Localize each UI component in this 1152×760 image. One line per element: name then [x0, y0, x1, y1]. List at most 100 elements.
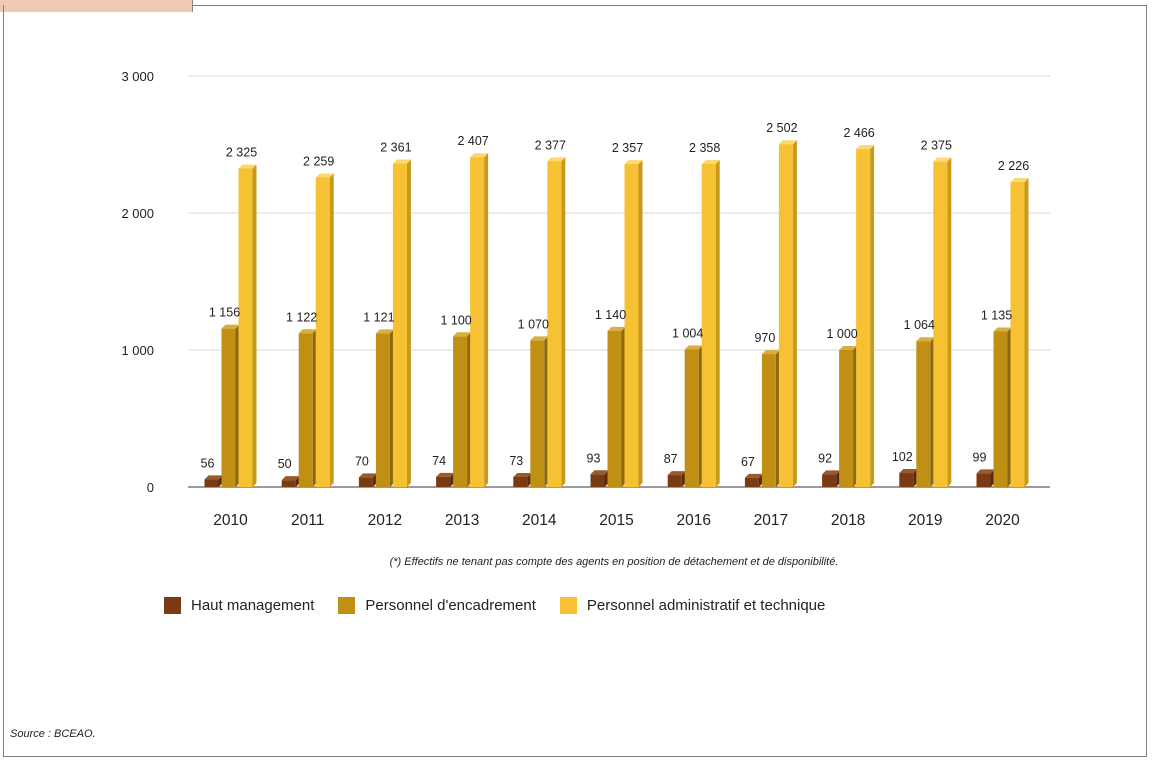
legend-item-personnel-encadrement: Personnel d'encadrement	[338, 597, 536, 614]
x-tick-label: 2016	[676, 512, 710, 529]
frame-top-border	[192, 5, 1147, 6]
data-label: 2 407	[457, 134, 488, 148]
data-label: 1 000	[826, 327, 857, 341]
bar-top	[436, 472, 455, 477]
bar-top	[976, 469, 995, 474]
bar-side	[484, 153, 489, 487]
data-label: 1 122	[286, 310, 317, 324]
legend-label: Haut management	[191, 597, 315, 614]
bar	[778, 144, 793, 487]
bar	[221, 328, 236, 487]
data-label: 70	[355, 454, 369, 468]
data-label: 1 004	[672, 326, 703, 340]
bar-top	[822, 470, 841, 475]
figure-frame	[3, 5, 1147, 757]
x-tick-label: 2020	[985, 512, 1020, 529]
data-label: 73	[509, 454, 523, 468]
bar-top	[684, 345, 703, 350]
data-labels: 56 1 156 2 325 50 1 122 2 259 70 1 121 2 361 74 1 …	[201, 121, 1030, 471]
bar-top	[453, 332, 472, 337]
bar	[281, 480, 296, 487]
legend-label: Personnel administratif et technique	[586, 597, 826, 614]
bar-top	[547, 157, 566, 162]
bar-top	[607, 326, 626, 331]
bar	[1010, 182, 1025, 487]
bar	[667, 475, 682, 487]
x-tick-label: 2011	[291, 512, 324, 529]
bar-top	[701, 159, 720, 164]
x-tick-label: 2010	[213, 512, 248, 529]
bar-top	[744, 473, 763, 478]
bar-top	[856, 145, 875, 150]
bar-side	[406, 159, 411, 487]
bar	[684, 349, 699, 487]
data-label: 1 140	[595, 308, 626, 322]
bar	[238, 168, 253, 487]
data-label: 102	[892, 450, 913, 464]
bar-top	[899, 469, 918, 474]
data-label: 2 358	[689, 141, 720, 155]
bar	[392, 163, 407, 487]
bar-side	[870, 145, 875, 487]
data-label: 93	[587, 451, 601, 465]
bar	[856, 149, 871, 487]
bar	[513, 476, 528, 487]
bar-top	[590, 470, 609, 475]
data-label: 1 064	[904, 318, 935, 332]
y-tick-label: 0	[147, 480, 154, 495]
bar	[701, 163, 716, 488]
bar-top	[993, 327, 1012, 332]
bar	[590, 474, 605, 487]
data-label: 67	[741, 455, 755, 469]
bar-top	[204, 475, 223, 480]
bar-side	[1024, 178, 1029, 487]
x-axis-tick-labels: 2010 2011 2012 2013 2014 2015 2016 2017 2018 2019…	[213, 512, 1020, 529]
bar-side	[252, 164, 257, 487]
bar	[204, 479, 219, 487]
bar-side	[947, 157, 952, 487]
bar	[839, 350, 854, 487]
y-tick-label: 1 000	[121, 343, 154, 358]
legend-swatch	[164, 597, 181, 614]
header-tab-corner	[0, 0, 193, 12]
bar	[470, 157, 485, 487]
bar	[624, 164, 639, 487]
data-label: 99	[973, 450, 987, 464]
bar-side	[715, 159, 720, 488]
bar	[933, 161, 948, 487]
bar	[916, 341, 931, 487]
bar-top	[667, 471, 686, 476]
x-tick-label: 2015	[599, 512, 633, 529]
legend-label: Personnel d'encadrement	[365, 597, 536, 614]
bar-top	[315, 173, 334, 178]
data-label: 1 121	[363, 310, 394, 324]
bar-top	[358, 473, 377, 478]
data-label: 87	[664, 452, 678, 466]
data-label: 2 325	[226, 145, 257, 159]
data-label: 2 375	[921, 139, 952, 153]
bar-side	[329, 173, 334, 487]
data-label: 2 357	[612, 141, 643, 155]
bar	[436, 476, 451, 487]
bar-chart: 0 1 000 2 000 3 000 56 1 156 2 325 50 1 122 2 25…	[121, 69, 1050, 529]
bar-top	[916, 337, 935, 342]
x-tick-label: 2012	[368, 512, 402, 529]
data-label: 74	[432, 454, 446, 468]
data-label: 56	[201, 456, 215, 470]
bar-side	[638, 160, 643, 487]
bar	[358, 477, 373, 487]
data-label: 2 259	[303, 155, 334, 169]
bar-top	[778, 140, 797, 145]
data-label: 2 226	[998, 159, 1029, 173]
bar-top	[513, 472, 532, 477]
bars	[204, 140, 1029, 488]
data-label: 2 502	[766, 121, 797, 135]
bar-top	[624, 160, 643, 165]
bar	[453, 336, 468, 487]
bar	[530, 340, 545, 487]
bar-top	[392, 159, 411, 164]
data-label: 1 070	[518, 317, 549, 331]
bar	[298, 333, 313, 487]
bar-top	[839, 346, 858, 350]
source-note: Source : BCEAO.	[10, 728, 96, 740]
